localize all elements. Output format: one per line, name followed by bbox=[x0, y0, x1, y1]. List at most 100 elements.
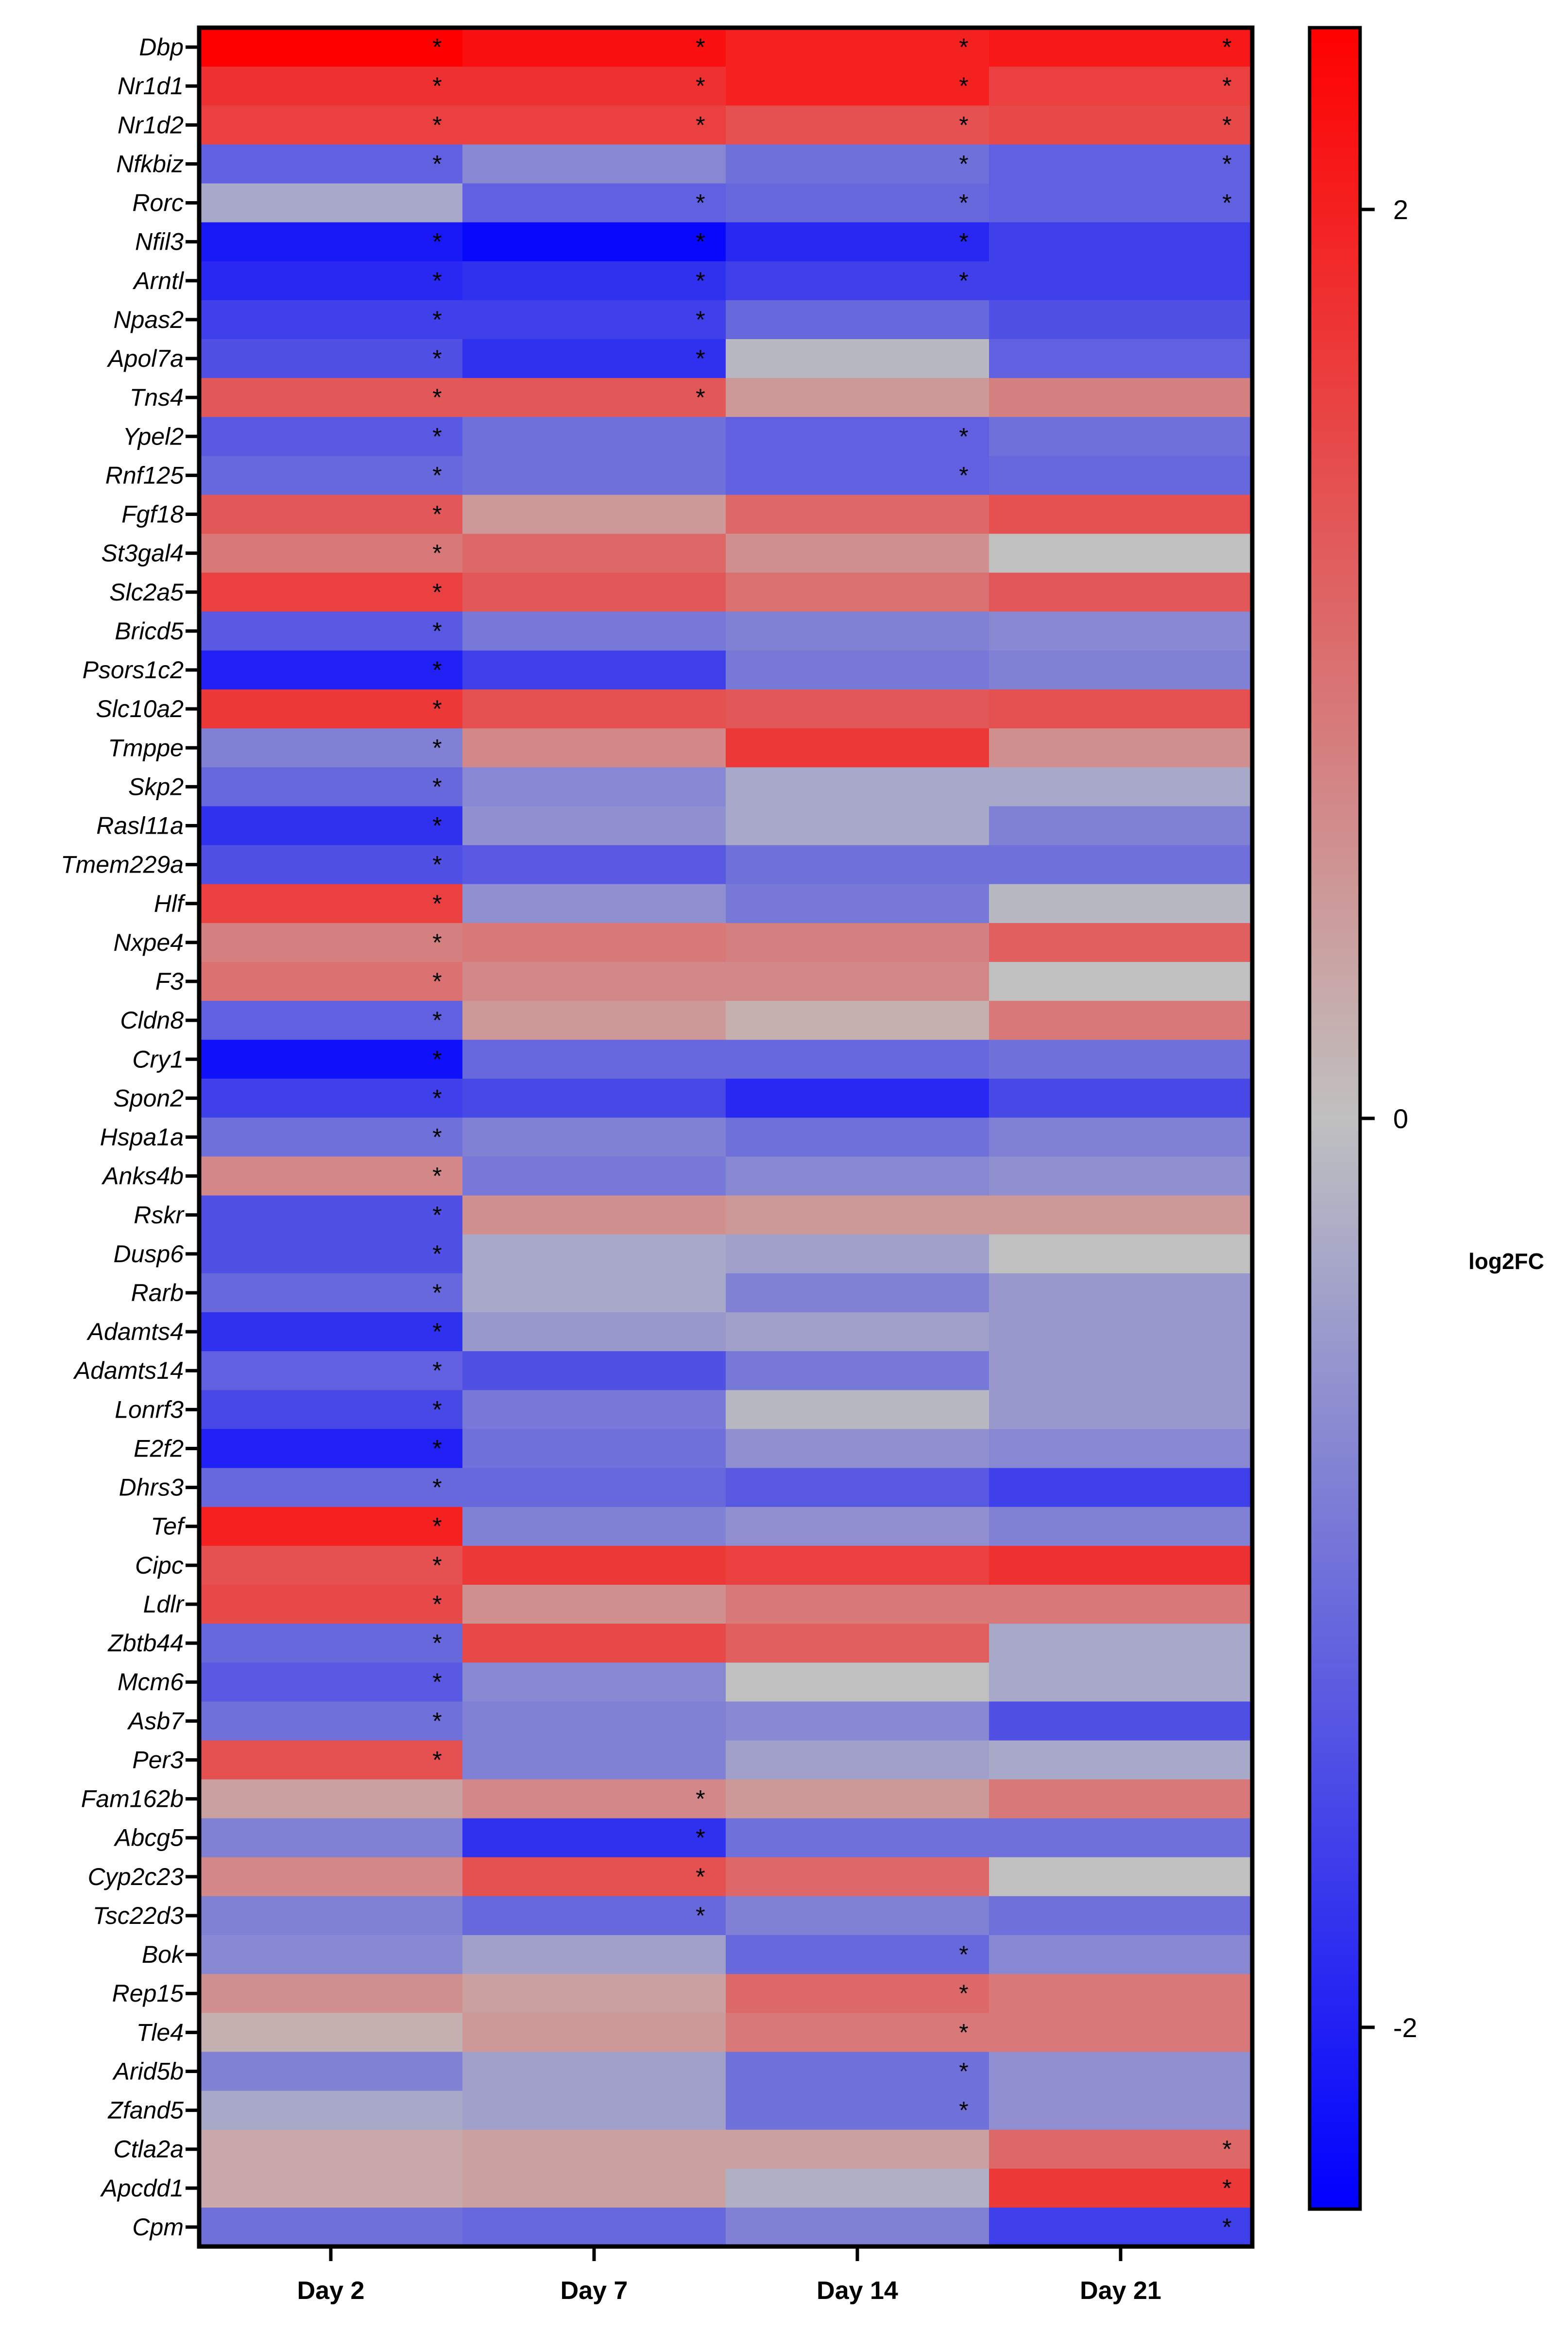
significance-star: * bbox=[959, 228, 968, 256]
heatmap-cell bbox=[989, 1624, 1253, 1663]
significance-star: * bbox=[432, 929, 442, 956]
row-label: Apcdd1 bbox=[100, 2175, 184, 2202]
heatmap-cell bbox=[199, 495, 463, 534]
heatmap-cell bbox=[989, 261, 1253, 301]
row-label: Per3 bbox=[132, 1746, 184, 1773]
significance-star: * bbox=[432, 1668, 442, 1696]
significance-star: * bbox=[696, 34, 705, 61]
heatmap-cell bbox=[462, 1935, 726, 1974]
row-label: Asb7 bbox=[127, 1707, 185, 1734]
heatmap-cell bbox=[462, 961, 726, 1001]
heatmap-cell bbox=[726, 300, 989, 340]
heatmap-cell bbox=[199, 1818, 463, 1858]
heatmap-cell bbox=[726, 1740, 989, 1780]
heatmap-cell bbox=[199, 1390, 463, 1430]
heatmap-cell bbox=[989, 222, 1253, 262]
significance-star: * bbox=[959, 2097, 968, 2124]
row-label: Npas2 bbox=[113, 306, 184, 333]
heatmap-cell bbox=[726, 222, 989, 262]
significance-star: * bbox=[432, 1591, 442, 1618]
significance-star: * bbox=[432, 579, 442, 606]
heatmap-cell bbox=[199, 2168, 463, 2208]
heatmap-cell bbox=[199, 1273, 463, 1313]
heatmap-cell bbox=[199, 1312, 463, 1352]
heatmap-cell bbox=[462, 2168, 726, 2208]
significance-star: * bbox=[959, 72, 968, 100]
heatmap-cell bbox=[989, 144, 1253, 184]
significance-star: * bbox=[696, 189, 705, 217]
row-label: Zfand5 bbox=[107, 2097, 184, 2124]
row-label: Lonrf3 bbox=[115, 1396, 184, 1423]
heatmap-cells bbox=[199, 28, 1253, 2247]
heatmap-cell bbox=[462, 2129, 726, 2169]
heatmap-cell bbox=[199, 183, 463, 223]
row-label: Tns4 bbox=[130, 384, 184, 411]
row-label: Fgf18 bbox=[121, 501, 184, 528]
heatmap-cell bbox=[462, 1584, 726, 1624]
row-label: Dhrs3 bbox=[119, 1474, 184, 1501]
row-label: Nr1d2 bbox=[118, 111, 184, 138]
row-label: Tle4 bbox=[136, 2019, 184, 2046]
significance-star: * bbox=[432, 462, 442, 489]
heatmap-cell bbox=[462, 300, 726, 340]
heatmap-cell bbox=[989, 1857, 1253, 1897]
heatmap-cell bbox=[989, 1740, 1253, 1780]
heatmap-cell bbox=[462, 67, 726, 106]
row-label: Cpm bbox=[132, 2213, 184, 2241]
heatmap-cell bbox=[199, 806, 463, 846]
significance-star: * bbox=[959, 423, 968, 450]
heatmap-cell bbox=[726, 1312, 989, 1352]
significance-star: * bbox=[432, 306, 442, 333]
significance-star: * bbox=[696, 345, 705, 372]
heatmap-cell bbox=[726, 1584, 989, 1624]
heatmap-cell bbox=[462, 728, 726, 768]
significance-markers: * * * * * * * * * * * * * * * * * * * * * * * * * * * * * * * * * * * * * * * *… bbox=[432, 34, 1231, 2241]
heatmap-cell bbox=[199, 28, 463, 67]
heatmap-cell bbox=[462, 611, 726, 651]
heatmap-cell bbox=[989, 728, 1253, 768]
heatmap-cell bbox=[462, 2091, 726, 2130]
heatmap-cell bbox=[462, 1468, 726, 1508]
row-label: Fam162b bbox=[81, 1785, 184, 1813]
row-label: Zbtb44 bbox=[107, 1629, 184, 1657]
heatmap-cell bbox=[989, 2129, 1253, 2169]
significance-star: * bbox=[696, 267, 705, 294]
significance-star: * bbox=[1222, 2175, 1231, 2202]
heatmap-cell bbox=[726, 1663, 989, 1702]
heatmap-cell bbox=[726, 261, 989, 301]
heatmap-cell bbox=[199, 728, 463, 768]
heatmap-cell bbox=[462, 28, 726, 67]
heatmap-cell bbox=[726, 1079, 989, 1118]
row-label: Cldn8 bbox=[120, 1007, 184, 1034]
heatmap-cell bbox=[989, 1429, 1253, 1469]
row-label: Anks4b bbox=[101, 1163, 184, 1190]
row-label: F3 bbox=[155, 968, 184, 995]
heatmap-cell bbox=[726, 1195, 989, 1235]
heatmap-cell bbox=[462, 1818, 726, 1858]
significance-star: * bbox=[432, 656, 442, 684]
heatmap-cell bbox=[462, 1429, 726, 1469]
heatmap-cell bbox=[726, 1857, 989, 1897]
significance-star: * bbox=[432, 267, 442, 294]
row-label: Dusp6 bbox=[113, 1240, 184, 1268]
significance-star: * bbox=[432, 1046, 442, 1073]
heatmap-cell bbox=[989, 339, 1253, 378]
row-label: Nfil3 bbox=[135, 228, 184, 256]
significance-star: * bbox=[696, 306, 705, 333]
colorbar bbox=[1308, 26, 1362, 2211]
significance-star: * bbox=[432, 540, 442, 567]
heatmap-cell bbox=[199, 1040, 463, 1080]
significance-star: * bbox=[959, 2019, 968, 2046]
heatmap-cell bbox=[462, 1507, 726, 1546]
significance-star: * bbox=[432, 1318, 442, 1345]
heatmap-cell bbox=[199, 2091, 463, 2130]
row-label: Ldlr bbox=[143, 1591, 185, 1618]
significance-star: * bbox=[1222, 34, 1231, 61]
column-labels: Day 2 Day 7 Day 14 Day 21 bbox=[297, 2246, 1161, 2305]
heatmap-cell bbox=[199, 1234, 463, 1274]
heatmap-cell bbox=[462, 2013, 726, 2053]
significance-star: * bbox=[432, 1513, 442, 1540]
heatmap-cell bbox=[989, 2168, 1253, 2208]
heatmap-cell bbox=[462, 1974, 726, 2014]
row-label: Mcm6 bbox=[118, 1668, 184, 1696]
